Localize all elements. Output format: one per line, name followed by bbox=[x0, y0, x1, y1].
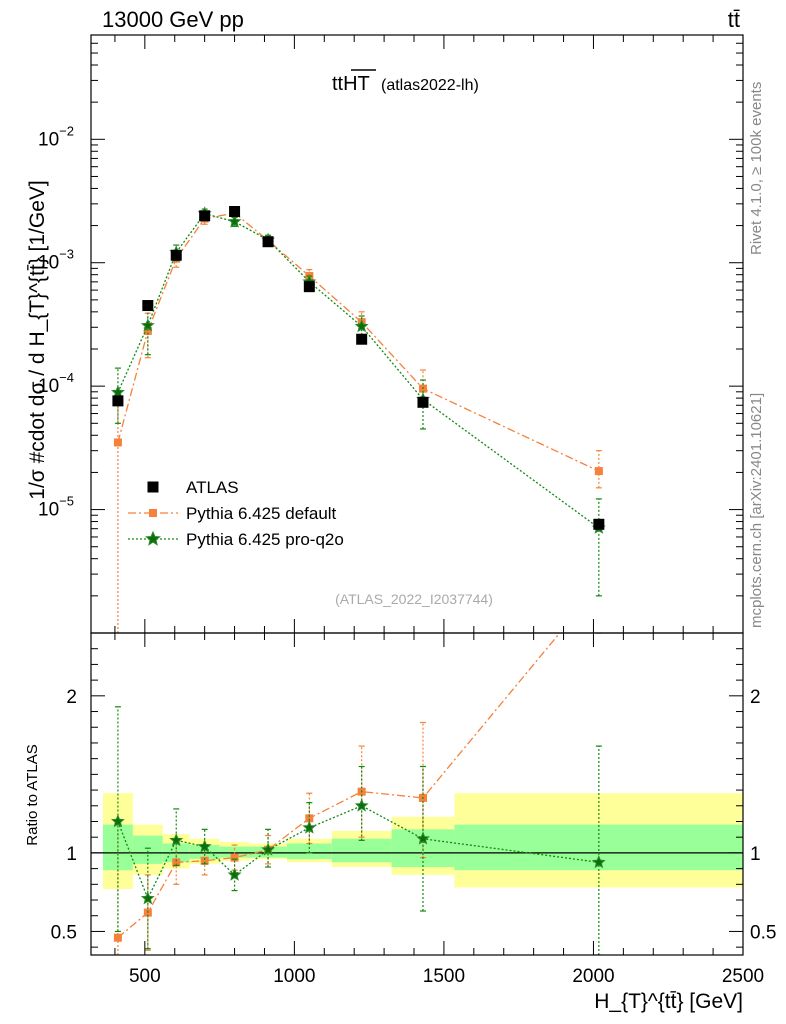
ratio-y-axis-title: Ratio to ATLAS bbox=[24, 744, 41, 845]
series-pythia-6-425-default bbox=[113, 208, 603, 633]
analysis-watermark: (ATLAS_2022_I2037744) bbox=[335, 591, 493, 607]
x-tick-label: 2500 bbox=[722, 966, 764, 987]
axis-ticks bbox=[91, 34, 744, 955]
band-inner-bin bbox=[189, 845, 220, 860]
ratio-point bbox=[261, 842, 276, 856]
legend-label: Pythia 6.425 pro-q2o bbox=[186, 530, 344, 549]
y-tick-exponent: −2 bbox=[59, 123, 74, 138]
ratio-tick-label-right: 2 bbox=[750, 687, 761, 708]
data-point bbox=[227, 214, 242, 228]
y-tick-exponent: −5 bbox=[59, 494, 74, 509]
x-tick-label: 1000 bbox=[273, 966, 315, 987]
ratio-point bbox=[591, 854, 606, 869]
main-panel-series bbox=[110, 206, 606, 633]
ratio-point bbox=[200, 856, 209, 865]
ratio-line bbox=[117, 633, 561, 939]
legend-marker bbox=[145, 530, 161, 546]
data-point bbox=[142, 300, 154, 312]
ratio-point bbox=[113, 933, 122, 942]
series-atlas bbox=[112, 206, 605, 530]
energy-label: 13000 GeV pp bbox=[102, 7, 244, 32]
series-line bbox=[117, 212, 600, 529]
ratio-frame bbox=[90, 632, 744, 956]
rivet-version-label: Rivet 4.1.0, ≥ 100k events bbox=[748, 82, 765, 255]
y-tick-label: 10−2 bbox=[38, 123, 74, 150]
x-tick-label: 1500 bbox=[423, 966, 465, 987]
ratio-tick-label-left: 0.5 bbox=[51, 922, 77, 943]
ratio-tick-label-right: 0.5 bbox=[750, 922, 776, 943]
y-tick-exponent: −4 bbox=[59, 370, 74, 385]
legend-entry: Pythia 6.425 default bbox=[128, 504, 337, 523]
data-point bbox=[229, 206, 241, 218]
data-point bbox=[170, 249, 182, 261]
legend-marker bbox=[149, 509, 157, 517]
data-point bbox=[594, 467, 603, 476]
legend-label: Pythia 6.425 default bbox=[186, 504, 337, 523]
data-point bbox=[143, 326, 152, 335]
data-point bbox=[110, 385, 125, 399]
plot-title-tag: (atlas2022-lh) bbox=[381, 77, 479, 94]
ratio-panel-series bbox=[110, 633, 606, 955]
plot-frames bbox=[90, 34, 744, 956]
series-line bbox=[117, 212, 600, 472]
mcplots-label: mcplots.cern.ch [arXiv:2401.10621] bbox=[748, 393, 765, 628]
x-axis-title: H_{T}^{tt̄} [GeV] bbox=[594, 990, 743, 1013]
data-point bbox=[113, 438, 122, 447]
ratio-point bbox=[230, 853, 239, 862]
ratio-point bbox=[302, 820, 317, 834]
legend-entry: Pythia 6.425 pro-q2o bbox=[128, 530, 344, 549]
data-point bbox=[140, 318, 155, 332]
ratio-point bbox=[354, 798, 369, 812]
band-inner-bin bbox=[219, 846, 250, 858]
plot-title-main: ttHT bbox=[332, 73, 370, 95]
data-point bbox=[112, 395, 124, 407]
data-point bbox=[262, 236, 274, 248]
ratio-point bbox=[197, 839, 212, 853]
legend-label: ATLAS bbox=[186, 478, 239, 497]
ratio-tick-label-right: 1 bbox=[750, 844, 761, 865]
ratio-point bbox=[140, 891, 155, 905]
x-tick-label: 2000 bbox=[572, 966, 614, 987]
ratio-point bbox=[227, 867, 242, 881]
ratio-tick-label-left: 2 bbox=[66, 687, 77, 708]
ratio-line bbox=[117, 805, 599, 901]
ratio-tick-label-left: 1 bbox=[66, 844, 77, 865]
ratio-point bbox=[416, 831, 430, 845]
data-point bbox=[199, 210, 211, 222]
y-tick-exponent: −3 bbox=[59, 247, 74, 262]
data-point bbox=[354, 319, 369, 333]
ratio-pythia-6-425-default bbox=[113, 633, 602, 955]
legend: ATLAS Pythia 6.425 default Pythia 6.425 pr… bbox=[128, 478, 344, 549]
band-inner-bin bbox=[331, 838, 392, 863]
ratio-point bbox=[172, 858, 181, 867]
x-tick-label: 500 bbox=[129, 966, 161, 987]
data-point bbox=[417, 396, 429, 408]
process-label: tt̄ bbox=[728, 7, 740, 32]
ratio-point bbox=[305, 814, 314, 823]
ratio-pythia-6-425-pro-q2o bbox=[110, 706, 606, 955]
ratio-point bbox=[169, 832, 184, 847]
plot-title: ttHT (atlas2022-lh) bbox=[332, 73, 479, 95]
data-point bbox=[593, 518, 605, 530]
data-point bbox=[303, 281, 315, 293]
ratio-point bbox=[110, 814, 125, 828]
data-series-layer bbox=[110, 206, 606, 955]
legend-entry: ATLAS bbox=[147, 478, 239, 497]
legend-marker bbox=[147, 481, 159, 493]
data-point bbox=[356, 333, 368, 345]
y-axis-title: 1/σ #cdot dσ / d H_{T}^{tt̄} [1/GeV] bbox=[26, 180, 49, 499]
